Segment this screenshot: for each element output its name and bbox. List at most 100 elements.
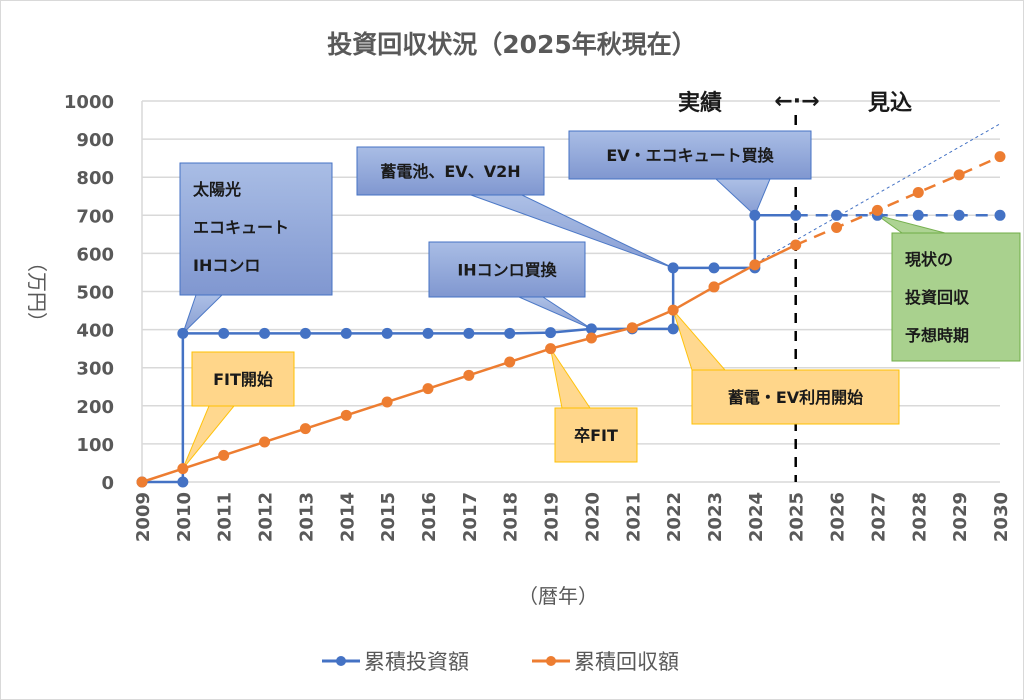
callout-pointer: [518, 296, 592, 330]
series-line-investment: [142, 214, 796, 484]
data-point-investment: [463, 327, 475, 339]
callout-box: [691, 369, 900, 425]
data-point-recovery: [667, 304, 679, 316]
data-point-recovery: [177, 463, 189, 475]
callout-text: FIT開始: [213, 370, 273, 389]
x-tick-label: 2018: [501, 492, 522, 542]
data-point-investment: [953, 209, 965, 221]
legend-item-recovery[interactable]: 累積回収額: [532, 650, 679, 674]
data-point-investment: [912, 209, 924, 221]
data-point-investment: [177, 327, 189, 339]
callout-text: 蓄電池、EV、V2H: [380, 162, 520, 181]
data-point-recovery: [259, 436, 271, 448]
y-tick-label: 300: [76, 359, 114, 380]
data-point-recovery: [218, 449, 230, 461]
y-tick-label: 0: [101, 473, 114, 494]
x-tick-label: 2024: [746, 492, 767, 542]
legend-item-investment[interactable]: 累積投資額: [322, 650, 469, 674]
y-tick-label: 500: [76, 283, 114, 304]
data-point-investment: [585, 323, 597, 335]
callout-text: 予想時期: [905, 326, 969, 345]
data-point-investment: [340, 327, 352, 339]
data-point-recovery: [463, 369, 475, 381]
callout-storage: 蓄電池、EV、V2H: [356, 146, 674, 269]
data-point-recovery: [136, 476, 148, 488]
data-point-recovery: [504, 356, 516, 368]
data-point-investment: [790, 209, 802, 221]
phase-arrow: ←·→: [774, 89, 819, 114]
chart-title: 投資回収状況（2025年秋現在）: [327, 30, 697, 59]
data-point-recovery: [708, 281, 720, 293]
data-point-investment: [667, 262, 679, 274]
y-tick-label: 400: [76, 321, 114, 342]
phase-label-actual: 実績: [678, 90, 722, 116]
legend-marker-investment: [336, 656, 346, 666]
data-point-investment: [422, 327, 434, 339]
callout-pointer: [714, 178, 771, 217]
data-point-investment: [218, 327, 230, 339]
x-tick-label: 2009: [133, 492, 154, 542]
legend-label-recovery: 累積回収額: [574, 650, 679, 674]
callout-box: [554, 407, 638, 463]
y-tick-label: 1000: [64, 92, 114, 113]
callout-fit-start: FIT開始: [182, 351, 295, 469]
data-point-investment: [259, 327, 271, 339]
data-point-recovery: [749, 259, 761, 271]
series-projection-recovery: [795, 155, 1001, 247]
callout-text: EV・エコキュート買換: [606, 146, 774, 165]
data-point-recovery: [299, 423, 311, 435]
callout-text: IHコンロ: [193, 256, 260, 275]
data-point-recovery: [994, 151, 1006, 163]
x-tick-label: 2012: [256, 492, 277, 542]
data-point-investment: [504, 327, 516, 339]
callout-text: エコキュート: [193, 218, 289, 237]
callout-box: [191, 351, 295, 407]
x-tick-label: 2029: [950, 492, 971, 542]
x-tick-label: 2028: [909, 492, 930, 542]
y-axis-label: （万円）: [25, 252, 49, 332]
data-point-recovery: [545, 343, 557, 355]
data-point-recovery: [953, 169, 965, 181]
callout-pointer: [550, 348, 591, 409]
y-tick-label: 600: [76, 244, 114, 265]
data-point-investment: [381, 327, 393, 339]
callout-pointer: [877, 214, 946, 234]
x-tick-label: 2023: [705, 492, 726, 542]
callout-box: [891, 232, 1021, 362]
data-point-recovery: [626, 322, 638, 334]
callout-text: 投資回収: [905, 288, 970, 307]
callout-box: [356, 146, 545, 196]
phase-label-forecast: 見込: [868, 91, 912, 116]
x-tick-label: 2026: [828, 492, 849, 542]
data-point-recovery: [790, 239, 802, 251]
data-point-investment: [177, 476, 189, 488]
x-tick-label: 2010: [174, 492, 195, 542]
y-tick-label: 100: [76, 435, 114, 456]
callout-pointer: [182, 294, 224, 334]
data-point-recovery: [422, 383, 434, 395]
data-point-recovery: [912, 186, 924, 198]
data-point-investment: [994, 209, 1006, 221]
callout-box: [179, 162, 333, 296]
callout-text: 蓄電・EV利用開始: [728, 388, 863, 407]
y-tick-label: 200: [76, 397, 114, 418]
legend-label-investment: 累積投資額: [364, 650, 469, 674]
callout-storage-use: 蓄電・EV利用開始: [672, 309, 900, 425]
data-point-investment: [545, 327, 557, 339]
x-tick-label: 2021: [623, 492, 644, 542]
y-tick-label: 800: [76, 168, 114, 189]
callout-fit-end: 卒FIT: [550, 348, 638, 463]
callout-text: IHコンロ買換: [457, 261, 557, 280]
data-point-recovery: [381, 396, 393, 408]
x-tick-label: 2017: [460, 492, 481, 542]
data-point-recovery: [585, 332, 597, 344]
y-axis-ticks: 0 100 200 300 400 500 600 700 800 900 1000: [64, 92, 114, 494]
x-tick-label: 2013: [296, 492, 317, 542]
callout-ev-replace: EV・エコキュート買換: [568, 130, 812, 217]
x-tick-label: 2011: [215, 492, 236, 542]
data-point-recovery: [831, 221, 843, 233]
